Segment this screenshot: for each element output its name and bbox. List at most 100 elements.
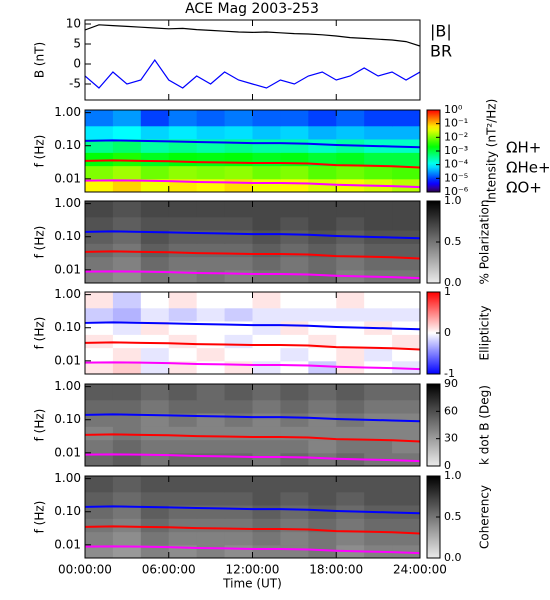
heatmap-cell [224, 125, 253, 140]
series-line [85, 58, 420, 89]
heatmap-cell [196, 399, 226, 414]
heatmap-cell [392, 269, 420, 283]
heatmap-cell [112, 165, 142, 180]
heatmap-cell [224, 476, 253, 493]
heatmap-cell [196, 476, 226, 493]
heatmap-cell [140, 384, 170, 401]
heatmap-cell [85, 334, 114, 349]
colorbar-tick-label: 90 [444, 377, 458, 390]
heatmap-cell [168, 201, 198, 218]
heatmap-cell [112, 229, 142, 244]
heatmap-cell [112, 426, 142, 441]
heatmap-cell [280, 531, 309, 546]
heatmap-cell [364, 476, 393, 493]
heatmap-cell [308, 292, 337, 309]
heatmap-cell [252, 347, 281, 362]
heatmap-cell [252, 518, 281, 533]
heatmap-cell [112, 292, 142, 309]
heatmap-cell [280, 320, 309, 335]
heatmap-cell [392, 307, 420, 322]
heatmap-cell [252, 476, 281, 493]
heatmap-cell [196, 307, 226, 322]
heatmap-cell [140, 399, 170, 414]
heatmap-cell [252, 110, 281, 127]
y-tick-label: 5 [73, 37, 81, 51]
heatmap-cell [112, 476, 142, 493]
heatmap-cell [112, 399, 142, 414]
gyrofrequency-line [85, 139, 420, 149]
heatmap-cell [112, 452, 142, 466]
heatmap-cell [196, 165, 226, 180]
heatmap-cell [85, 201, 114, 218]
y-tick-label: 10 [66, 17, 81, 31]
gyrofrequency-line [85, 250, 420, 260]
colorbar-tick-label: 0.5 [444, 235, 462, 248]
heatmap-cell [392, 399, 420, 414]
heatmap-cell [308, 269, 337, 283]
heatmap-cell [140, 110, 170, 127]
colorbar-tick-label: 0.5 [444, 510, 462, 523]
heatmap-cell [140, 412, 170, 427]
heatmap-cell [85, 243, 114, 258]
heatmap-cell [252, 452, 281, 466]
heatmap-cell [364, 439, 393, 454]
heatmap-cell [85, 165, 114, 180]
heatmap-cell [280, 125, 309, 140]
heatmap-cell [336, 110, 365, 127]
heatmap-cell [112, 269, 142, 283]
heatmap-cell [364, 292, 393, 309]
heatmap-cell [280, 307, 309, 322]
heatmap-cell [224, 334, 253, 349]
gyrofrequency-line [85, 341, 420, 351]
heatmap-cell [252, 138, 281, 153]
y-tick-label: 0.10 [54, 320, 81, 334]
y-tick-label: 1.00 [54, 105, 81, 119]
heatmap-cell [336, 518, 365, 533]
heatmap-cell [252, 504, 281, 519]
heatmap-cell [140, 178, 170, 192]
heatmap-cell [308, 544, 337, 558]
heatmap-cell [392, 491, 420, 506]
y-tick-label: 0 [73, 57, 81, 71]
heatmap-cell [224, 544, 253, 558]
heatmap-cell [140, 138, 170, 153]
colorbar-tick-label: 1.0 [444, 194, 462, 207]
heatmap-cell [140, 256, 170, 271]
heatmap-cell [224, 110, 253, 127]
legend-entry: BR [430, 42, 452, 61]
heatmap-cell [85, 138, 114, 153]
heatmap-cell [85, 178, 114, 192]
heatmap-cell [392, 110, 420, 127]
heatmap-cell [252, 269, 281, 283]
heatmap-cell [224, 491, 253, 506]
heatmap-cell [85, 320, 114, 335]
y-axis-label: f (Hz) [33, 135, 47, 168]
colorbar-tick-label: 60 [444, 404, 458, 417]
heatmap-cell [140, 347, 170, 362]
heatmap-cell [392, 152, 420, 167]
heatmap-cell [140, 531, 170, 546]
heatmap-cell [336, 476, 365, 493]
heatmap-cell [252, 491, 281, 506]
heatmap-cell [392, 178, 420, 192]
heatmap-cell [112, 125, 142, 140]
x-tick-label: 00:00:00 [58, 563, 112, 577]
heatmap-cell [308, 256, 337, 271]
heatmap-cell [140, 269, 170, 283]
heatmap-cell [196, 531, 226, 546]
y-tick-label: 0.01 [54, 445, 81, 459]
heatmap-cell [112, 243, 142, 258]
heatmap-cell [168, 243, 198, 258]
heatmap-cell [168, 292, 198, 309]
heatmap-cell [140, 229, 170, 244]
colorbar-tick-label: 0 [444, 459, 451, 472]
heatmap-cell [308, 229, 337, 244]
legend-entry: |B| [430, 22, 452, 41]
heatmap-cell [280, 256, 309, 271]
heatmap-cell [168, 399, 198, 414]
heatmap-cell [252, 201, 281, 218]
heatmap-cell [308, 216, 337, 231]
heatmap-cell [140, 439, 170, 454]
gyrofrequency-line [85, 321, 420, 331]
